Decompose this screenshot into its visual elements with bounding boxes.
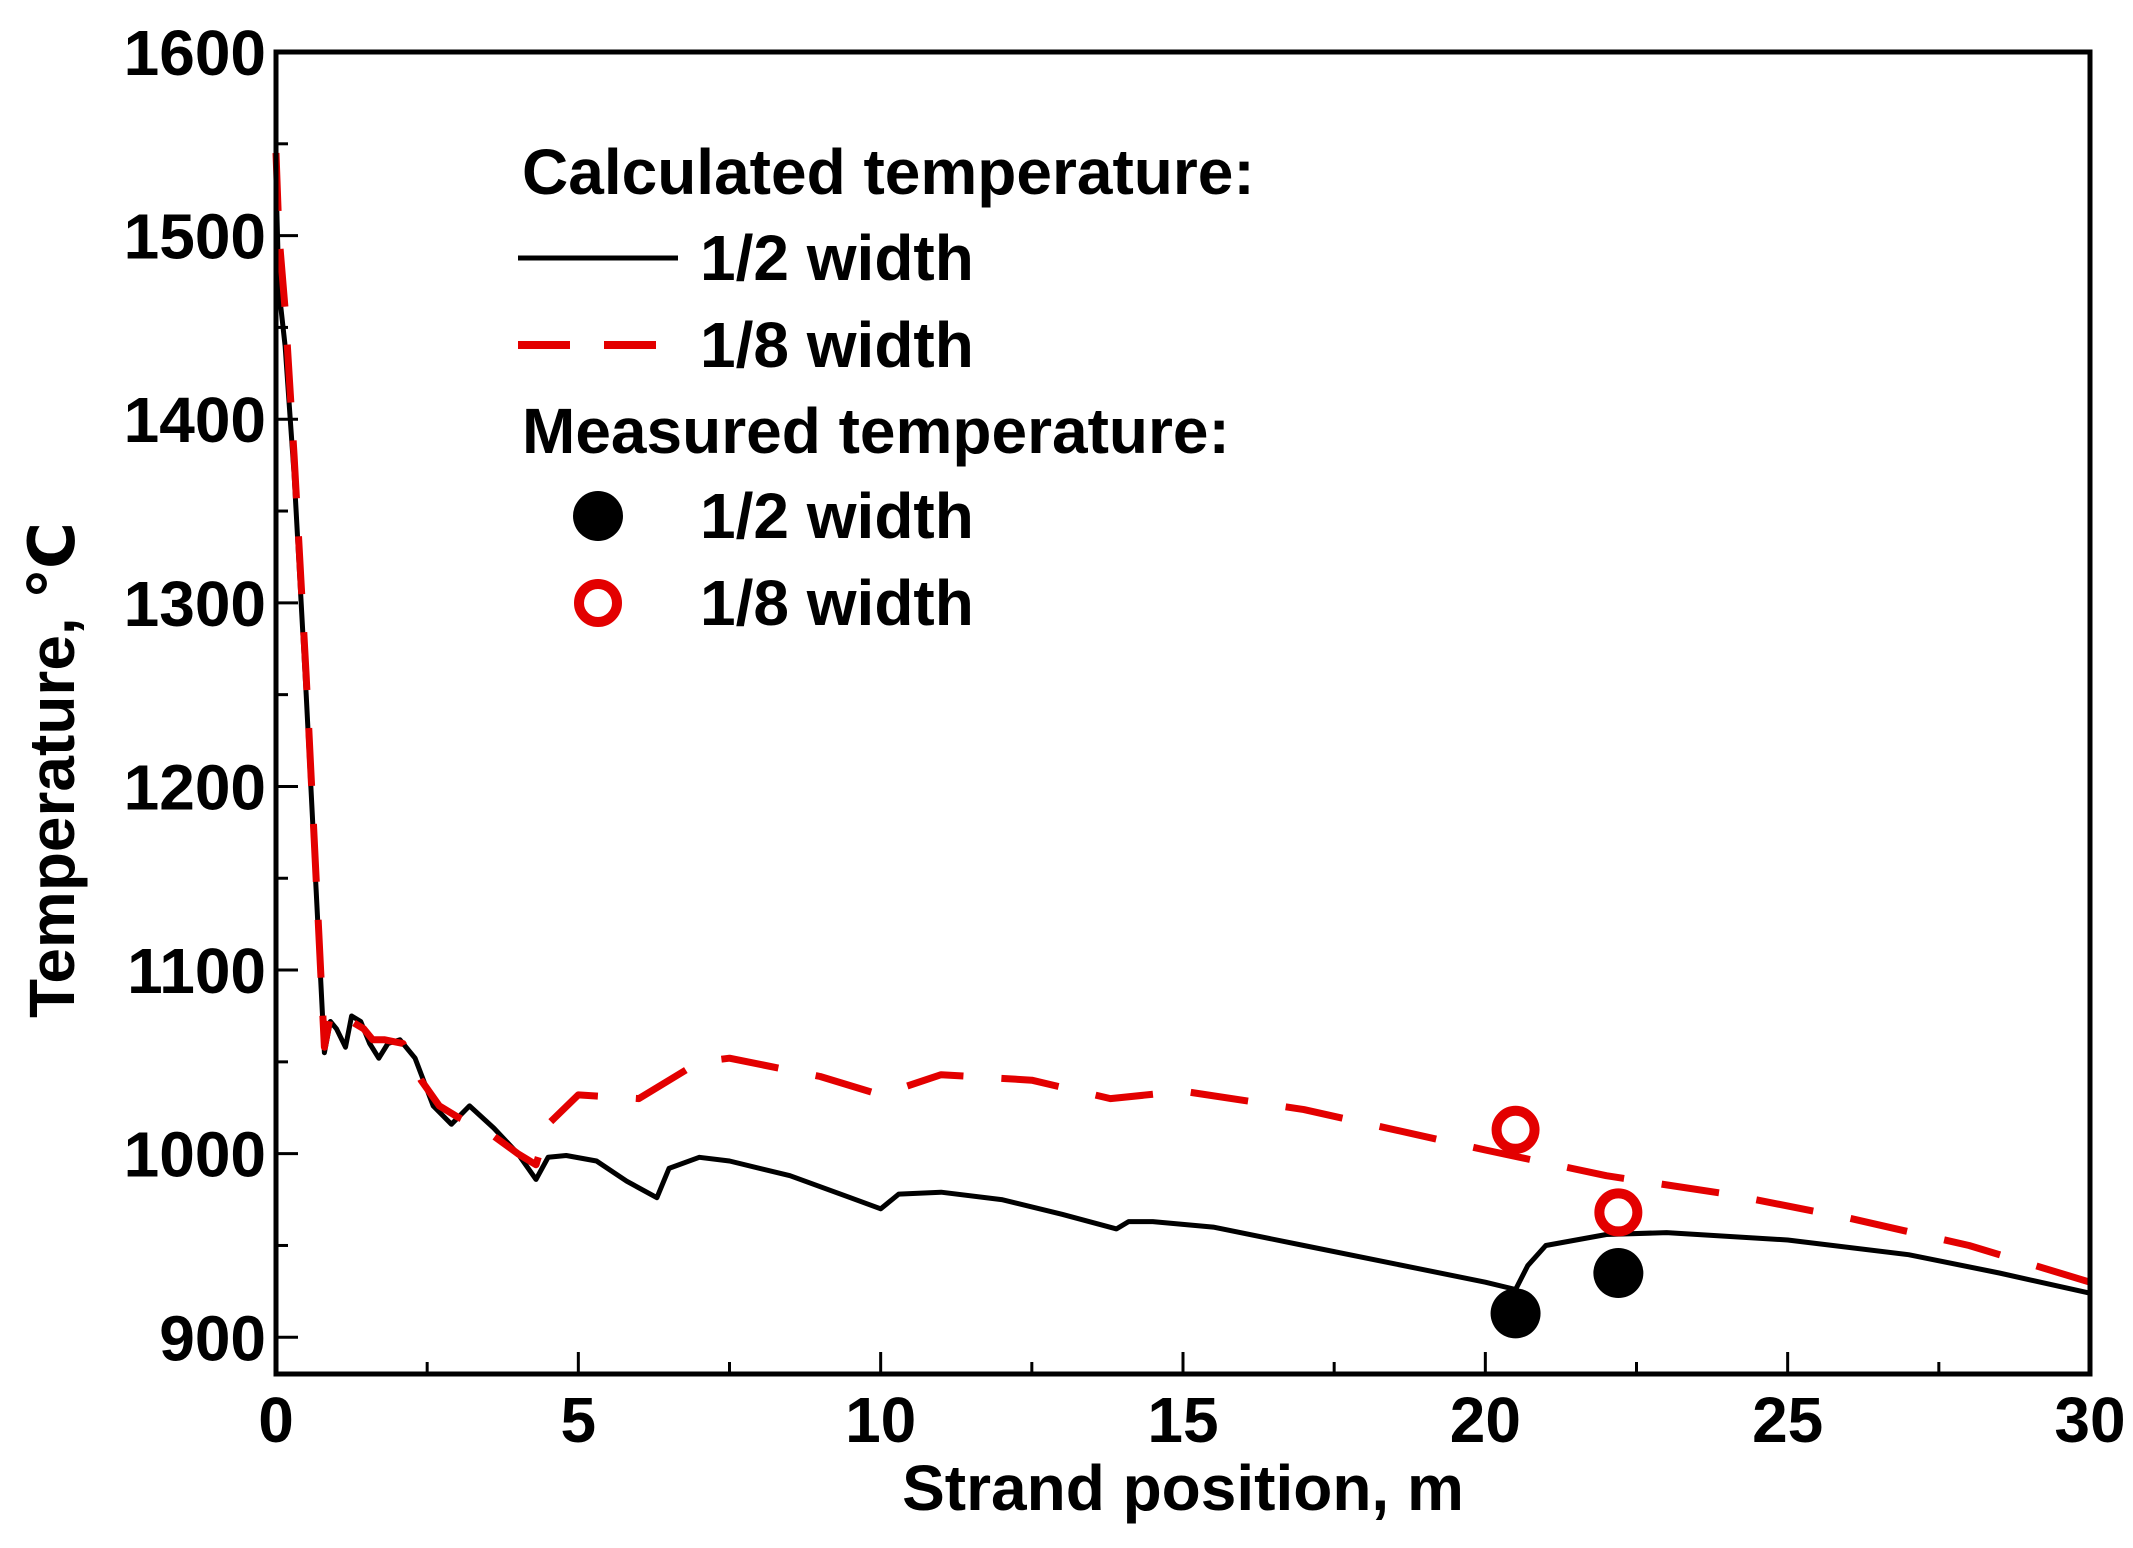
legend: Calculated temperature: 1/2 width 1/8 wi… [518, 136, 1255, 639]
x-tick-label: 0 [258, 1384, 294, 1456]
x-tick-label: 15 [1147, 1384, 1218, 1456]
y-tick-label: 1200 [124, 751, 266, 823]
y-tick-label: 1600 [124, 17, 266, 89]
legend-heading-calculated: Calculated temperature: [522, 136, 1255, 208]
y-tick-label: 900 [159, 1302, 266, 1374]
measured-point-eighth-width [1594, 1188, 1643, 1237]
x-axis-title: Strand position, m [902, 1452, 1464, 1524]
y-axis-title: Temperature, ℃ [16, 522, 88, 1018]
x-tick-label: 10 [845, 1384, 916, 1456]
y-tick-label: 1100 [127, 935, 266, 1007]
ticks-layer: 0 5 10 15 20 25 30 900 1000 1100 1200 1300 1400 1500 1… [124, 17, 2126, 1456]
legend-label-calculated-eighth-width: 1/8 width [700, 309, 974, 381]
x-tick-label: 25 [1752, 1384, 1823, 1456]
y-tick-label: 1500 [124, 201, 266, 273]
legend-marker-measured-half-width [573, 491, 623, 541]
series-line-calculated-eighth-width [272, 152, 2092, 1286]
series-layer [272, 152, 2092, 1339]
measured-point-half-width [1490, 1288, 1541, 1339]
legend-label-calculated-half-width: 1/2 width [700, 222, 974, 294]
legend-marker-measured-eighth-width [574, 579, 622, 627]
x-tick-label: 5 [561, 1384, 597, 1456]
legend-heading-measured: Measured temperature: [522, 395, 1230, 467]
legend-label-measured-half-width: 1/2 width [700, 480, 974, 552]
legend-label-measured-eighth-width: 1/8 width [700, 567, 974, 639]
measured-point-half-width [1593, 1248, 1644, 1299]
y-tick-label: 1400 [124, 384, 266, 456]
y-tick-label: 1300 [124, 568, 266, 640]
x-tick-label: 30 [2054, 1384, 2125, 1456]
y-tick-label: 1000 [124, 1119, 266, 1191]
series-line-calculated-half-width [273, 180, 2091, 1296]
plot-frame [273, 49, 2093, 1377]
x-tick-label: 20 [1450, 1384, 1521, 1456]
measured-point-eighth-width [1491, 1105, 1540, 1154]
